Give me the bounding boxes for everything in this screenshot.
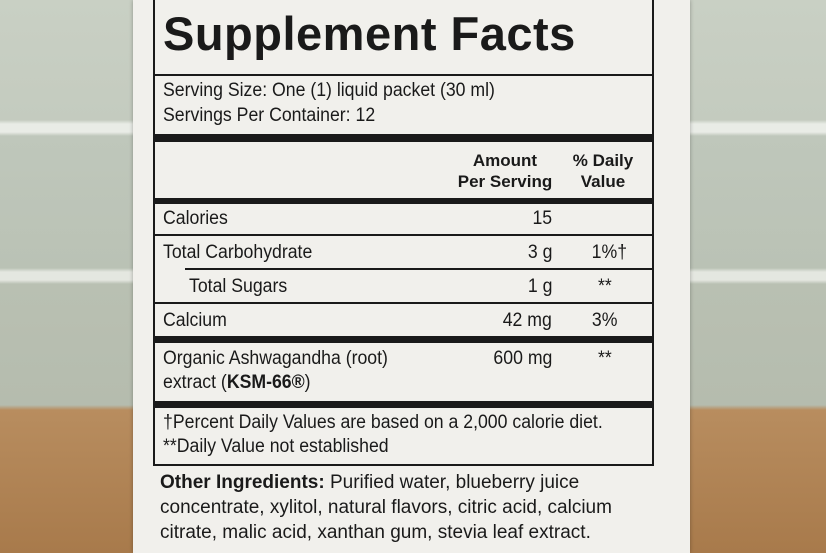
header-text: % Daily: [572, 151, 634, 170]
divider: [185, 268, 652, 270]
row-dv: **: [598, 276, 612, 297]
divider: [155, 134, 652, 142]
serving-size: Serving Size: One (1) liquid packet (30 …: [163, 80, 495, 101]
brand-name: KSM-66®: [226, 372, 305, 393]
row-amount: 600 mg: [493, 348, 552, 369]
divider: [155, 401, 652, 408]
row-amount: 1 g: [527, 276, 552, 297]
ingredients-label: Other Ingredients:: [160, 472, 325, 493]
divider: [155, 336, 652, 343]
other-ingredients: Other Ingredients: Purified water, blueb…: [160, 470, 640, 545]
row-name: Organic Ashwagandha (root): [163, 348, 388, 369]
panel-title: Supplement Facts: [163, 7, 576, 60]
supplement-facts-panel: Supplement Facts Serving Size: One (1) l…: [153, 0, 654, 466]
daily-value-header: % Daily Value: [563, 150, 643, 192]
footnote: **Daily Value not established: [163, 436, 389, 457]
row-name: Calcium: [163, 310, 227, 331]
header-text: Amount: [472, 151, 538, 170]
text: extract (: [163, 372, 227, 393]
row-name: Calories: [163, 208, 228, 229]
divider: [155, 74, 652, 76]
divider: [155, 302, 652, 304]
row-dv: 3%: [591, 310, 617, 331]
row-name-line2: extract (KSM-66®): [163, 372, 311, 394]
row-dv: 1%†: [591, 242, 627, 263]
product-box: [133, 0, 690, 553]
header-text: Per Serving: [457, 172, 553, 191]
amount-header: Amount Per Serving: [445, 150, 565, 192]
text: ): [304, 372, 311, 393]
row-amount: 3 g: [527, 242, 552, 263]
row-amount: 42 mg: [502, 310, 552, 331]
row-dv: **: [598, 348, 612, 369]
row-amount: 15: [532, 208, 552, 229]
servings-per-container: Servings Per Container: 12: [163, 105, 376, 126]
divider: [155, 234, 652, 236]
footnote: †Percent Daily Values are based on a 2,0…: [163, 412, 603, 433]
ingredients-text: Purified water, blueberry juice concentr…: [160, 472, 612, 543]
row-name: Total Carbohydrate: [163, 242, 313, 263]
divider: [155, 198, 652, 204]
row-name: Total Sugars: [189, 276, 288, 297]
header-text: Value: [580, 172, 626, 191]
